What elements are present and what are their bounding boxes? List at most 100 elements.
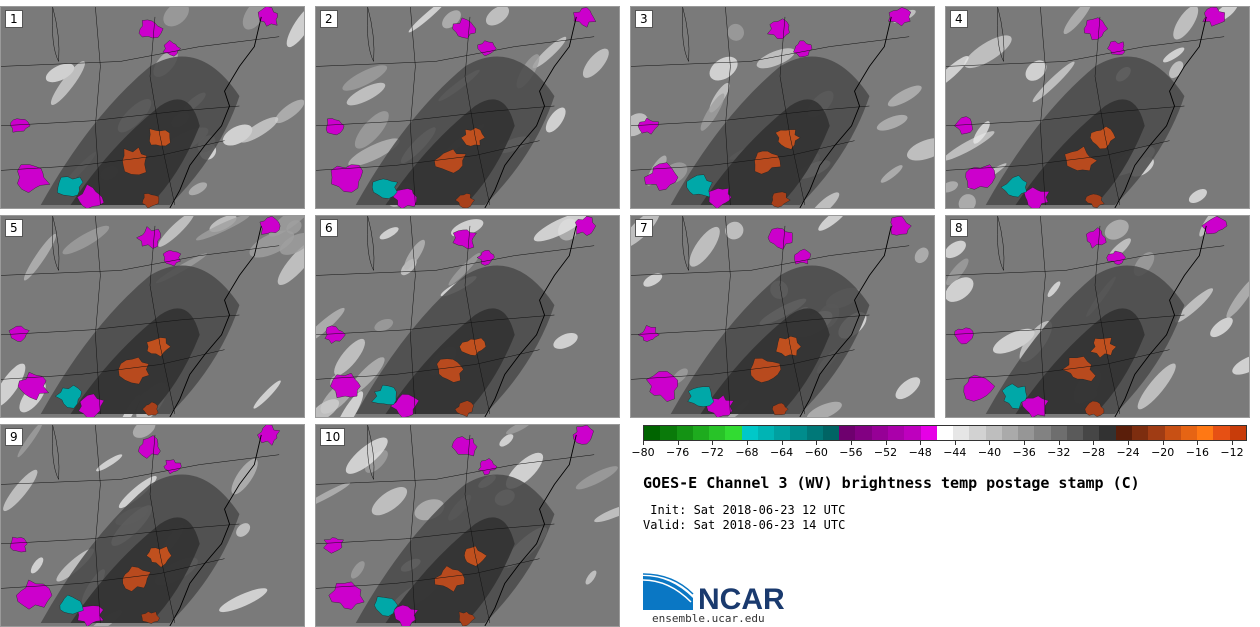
colorbar-swatch	[1180, 426, 1198, 440]
colorbar-tick-mark	[781, 440, 783, 445]
colorbar-tick-mark	[1128, 440, 1130, 445]
colorbar-swatch	[1034, 426, 1051, 440]
colorbar-swatch	[1018, 426, 1035, 440]
colorbar-swatch	[953, 426, 970, 440]
colorbar-swatch	[887, 426, 905, 440]
colorbar-swatch	[855, 426, 872, 440]
colorbar-swatch	[725, 426, 742, 440]
ensemble-member-panel: 10	[315, 424, 620, 627]
colorbar-swatch	[774, 426, 791, 440]
colorbar-tick-mark	[954, 440, 956, 445]
water-vapor-map	[631, 216, 934, 417]
water-vapor-map	[1, 425, 304, 626]
colorbar-tick-label: −76	[666, 446, 690, 459]
init-time: Init: Sat 2018-06-23 12 UTC	[643, 503, 846, 517]
ensemble-member-panel: 5	[0, 215, 305, 418]
website-url: ensemble.ucar.edu	[652, 612, 765, 625]
colorbar-swatch	[1229, 426, 1246, 440]
ncar-logo-text: NCAR	[698, 583, 785, 612]
colorbar-swatch	[1131, 426, 1149, 440]
colorbar-swatch	[1099, 426, 1116, 440]
colorbar-swatch	[969, 426, 986, 440]
colorbar-swatch	[790, 426, 807, 440]
colorbar-tick-mark	[712, 440, 714, 445]
colorbar-tick-label: −68	[735, 446, 759, 459]
ncar-logo: NCAR	[643, 573, 785, 612]
colorbar-swatch	[757, 426, 775, 440]
water-vapor-map	[316, 425, 619, 626]
colorbar-swatch	[1083, 426, 1100, 440]
colorbar-tick-mark	[885, 440, 887, 445]
valid-time: Valid: Sat 2018-06-23 14 UTC	[643, 518, 846, 532]
colorbar-swatch	[822, 426, 840, 440]
panel-number: 5	[5, 219, 23, 237]
colorbar-swatch	[1115, 426, 1132, 440]
colorbar-tick-mark	[1058, 440, 1060, 445]
colorbar-tick-label: −12	[1220, 446, 1244, 459]
colorbar	[643, 425, 1247, 441]
colorbar-tick-label: −56	[839, 446, 863, 459]
ensemble-member-panel: 3	[630, 6, 935, 209]
panel-number: 1	[5, 10, 23, 28]
panel-number: 9	[5, 428, 23, 446]
colorbar-swatch	[676, 426, 693, 440]
water-vapor-map	[631, 7, 934, 208]
colorbar-swatch	[1066, 426, 1084, 440]
colorbar-tick-label: −60	[804, 446, 828, 459]
colorbar-tick-mark	[1093, 440, 1095, 445]
colorbar-swatch	[1164, 426, 1181, 440]
colorbar-swatch	[920, 426, 937, 440]
panel-number: 3	[635, 10, 653, 28]
colorbar-swatch	[936, 426, 954, 440]
colorbar-tick-label: −28	[1081, 446, 1106, 459]
panel-number: 10	[320, 428, 346, 446]
water-vapor-map	[946, 216, 1249, 417]
colorbar-tick-label: −20	[1151, 446, 1175, 459]
colorbar-tick-mark	[1024, 440, 1026, 445]
ensemble-member-panel: 7	[630, 215, 935, 418]
panel-number: 8	[950, 219, 968, 237]
colorbar-tick-mark	[920, 440, 922, 445]
figure-title: GOES-E Channel 3 (WV) brightness temp po…	[643, 474, 1140, 492]
colorbar-tick-label: −48	[908, 446, 932, 459]
water-vapor-map	[1, 216, 304, 417]
ensemble-member-panel: 4	[945, 6, 1250, 209]
colorbar-swatch	[1148, 426, 1165, 440]
colorbar-tick-mark	[677, 440, 679, 445]
colorbar-swatch	[1050, 426, 1067, 440]
colorbar-swatch	[1001, 426, 1019, 440]
colorbar-swatch	[692, 426, 710, 440]
colorbar-tick-mark	[1162, 440, 1164, 445]
colorbar-tick-label: −36	[1012, 446, 1036, 459]
water-vapor-map	[316, 7, 619, 208]
colorbar-tick-mark	[1197, 440, 1199, 445]
ensemble-member-panel: 8	[945, 215, 1250, 418]
colorbar-swatch	[741, 426, 758, 440]
colorbar-swatch	[660, 426, 677, 440]
water-vapor-map	[1, 7, 304, 208]
ensemble-member-panel: 9	[0, 424, 305, 627]
colorbar-tick-label: −72	[700, 446, 724, 459]
ensemble-member-panel: 2	[315, 6, 620, 209]
water-vapor-map	[316, 216, 619, 417]
colorbar-tick-mark	[989, 440, 991, 445]
colorbar-tick-mark	[1232, 440, 1233, 445]
panel-number: 4	[950, 10, 968, 28]
panel-number: 7	[635, 219, 653, 237]
colorbar-swatch	[839, 426, 856, 440]
water-vapor-map	[946, 7, 1249, 208]
colorbar-tick-label: −40	[977, 446, 1002, 459]
colorbar-swatch	[871, 426, 888, 440]
colorbar-swatch	[985, 426, 1002, 440]
colorbar-tick-label: −80	[631, 446, 655, 459]
colorbar-tick-mark	[643, 440, 644, 445]
panel-number: 6	[320, 219, 338, 237]
colorbar-swatch	[1213, 426, 1230, 440]
colorbar-swatch	[1197, 426, 1214, 440]
colorbar-tick-mark	[816, 440, 818, 445]
ensemble-member-panel: 1	[0, 6, 305, 209]
colorbar-tick-label: −24	[1116, 446, 1140, 459]
colorbar-swatch	[709, 426, 726, 440]
colorbar-tick-label: −16	[1185, 446, 1209, 459]
colorbar-tick-label: −44	[943, 446, 967, 459]
